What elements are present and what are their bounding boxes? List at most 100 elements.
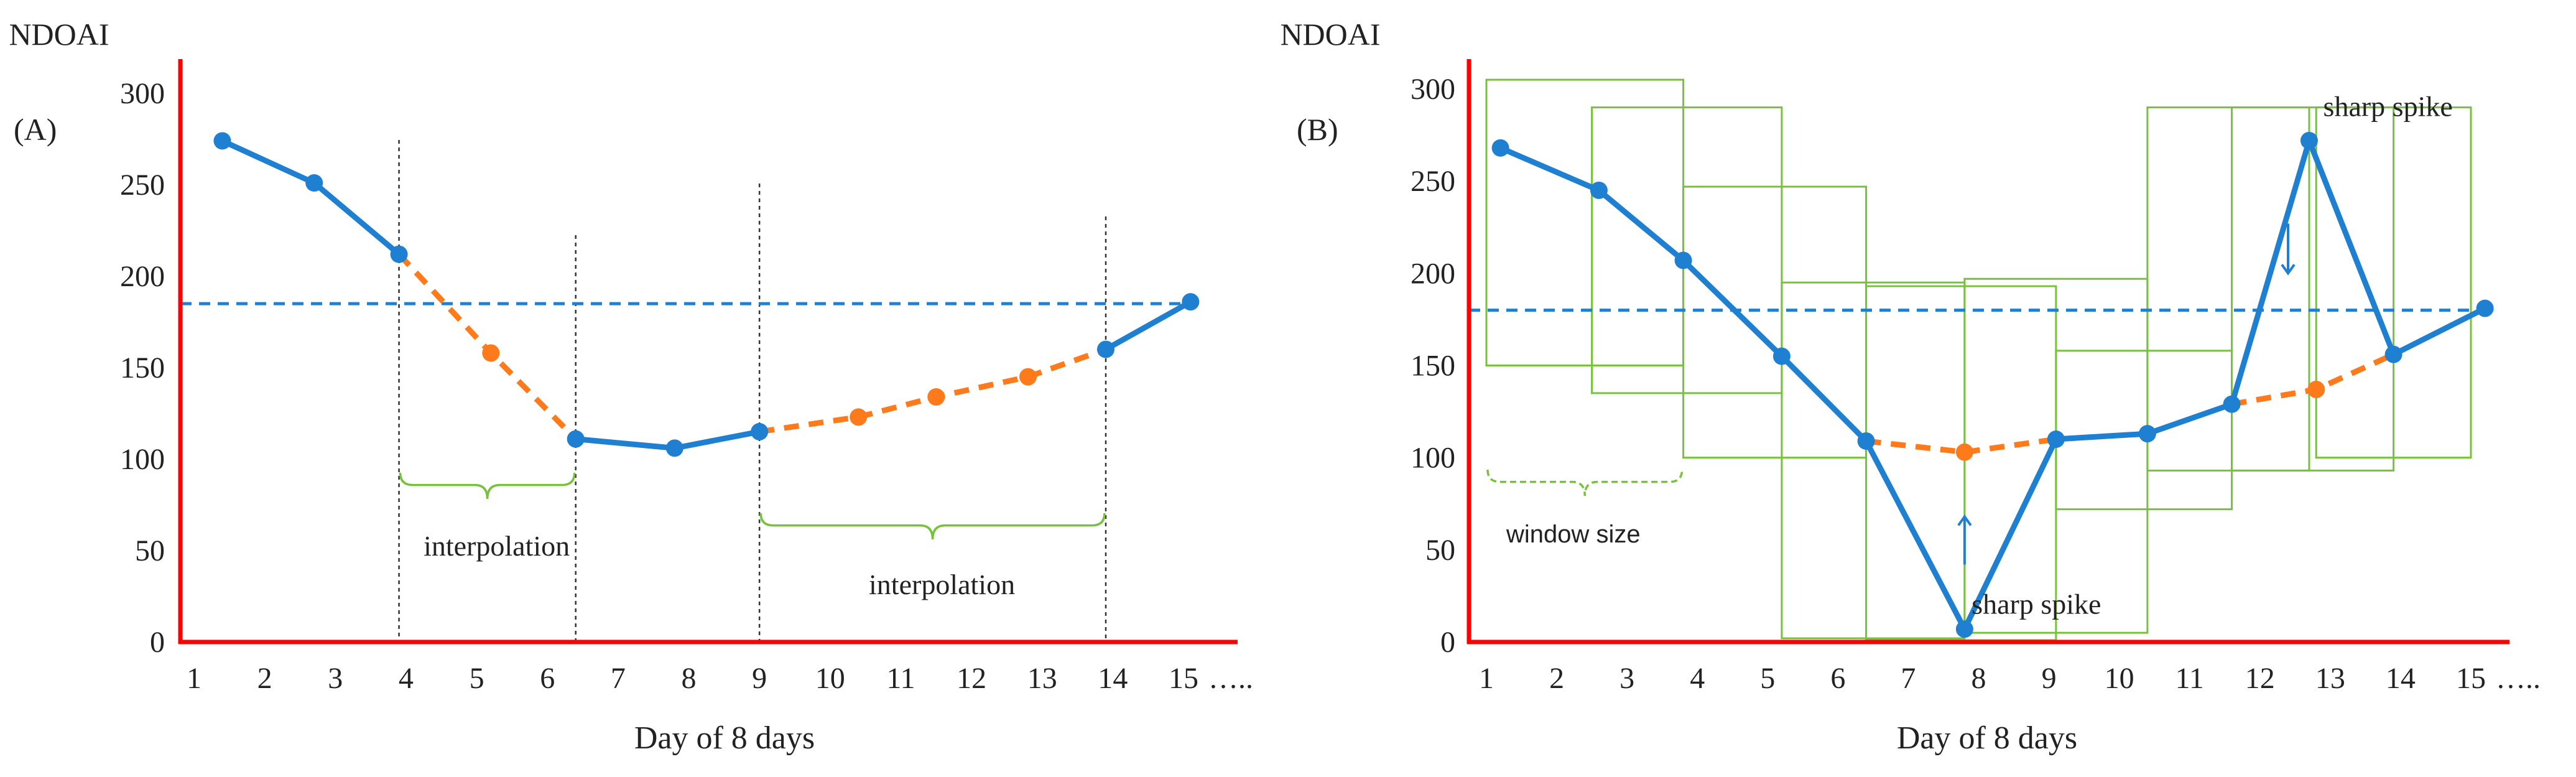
moving-window-rect — [2231, 106, 2395, 472]
sharp-spike-label: sharp spike — [1971, 589, 2101, 620]
x-tick-label: 4 — [399, 662, 414, 695]
observed-point — [2384, 345, 2402, 363]
x-tick-label: 11 — [886, 662, 915, 695]
interpolated-point — [850, 408, 868, 426]
y-axis-title: NDOAI — [9, 17, 109, 52]
x-tick-label: 6 — [1830, 662, 1845, 695]
x-tick-label: 7 — [1901, 662, 1916, 695]
y-tick-label: 0 — [1440, 626, 1455, 659]
x-tick-label: 10 — [815, 662, 845, 695]
corrected-line — [1866, 436, 2057, 455]
x-tick-ellipsis: ….. — [2496, 662, 2541, 695]
observed-point — [2047, 430, 2065, 449]
moving-window-group — [1485, 78, 2472, 641]
x-tick-label: 6 — [540, 662, 555, 695]
observed-point — [1674, 251, 1692, 269]
interpolated-point — [927, 388, 945, 406]
y-tick-label: 0 — [150, 626, 165, 659]
moving-window-rect — [2146, 106, 2310, 472]
y-tick-label: 250 — [120, 169, 165, 202]
x-tick-label: 3 — [1619, 662, 1634, 695]
observed-point — [305, 174, 323, 192]
x-tick-label: 5 — [470, 662, 484, 695]
y-tick-label: 150 — [1411, 350, 1455, 383]
observed-point — [2476, 299, 2494, 317]
interpolation-label: interpolation — [424, 530, 570, 562]
moving-window-rect — [2315, 106, 2472, 459]
x-tick-label: 2 — [1549, 662, 1564, 695]
x-tick-label: 15 — [1169, 662, 1198, 695]
y-tick-label: 100 — [1411, 442, 1455, 475]
corrected-point — [1955, 443, 1973, 461]
panel-label: (B) — [1297, 112, 1338, 147]
interpolation-bracket — [759, 513, 1106, 540]
x-tick-label: 12 — [2245, 662, 2275, 695]
observed-line — [219, 137, 402, 258]
y-tick-label: 200 — [120, 260, 165, 293]
x-tick-label: 3 — [328, 662, 343, 695]
x-tick-label: 12 — [957, 662, 986, 695]
y-tick-label: 200 — [1411, 257, 1455, 290]
moving-window-rect — [1865, 285, 2057, 641]
interpolation-label: interpolation — [869, 569, 1015, 600]
x-tick-label: 13 — [1027, 662, 1057, 695]
x-tick-label: 4 — [1690, 662, 1705, 695]
x-tick-label: 1 — [1479, 662, 1494, 695]
interpolated-point — [482, 344, 500, 362]
moving-window-rect — [1591, 106, 1783, 394]
observed-point — [2300, 131, 2318, 149]
y-tick-label: 50 — [1425, 534, 1455, 567]
observed-line — [1498, 137, 2488, 632]
observed-point — [1772, 347, 1791, 365]
observed-point — [2138, 425, 2156, 443]
observed-point — [390, 245, 408, 263]
x-tick-label: 1 — [187, 662, 202, 695]
interpolation-bracket — [399, 472, 576, 500]
x-tick-label: 8 — [1971, 662, 1986, 695]
observed-point — [751, 422, 769, 440]
x-tick-label: 8 — [682, 662, 697, 695]
x-tick-label: 9 — [752, 662, 767, 695]
x-tick-label: 14 — [1098, 662, 1128, 695]
spike-arrow-head — [1957, 514, 1972, 526]
x-tick-label: 15 — [2456, 662, 2486, 695]
window-size-label: window size — [1506, 521, 1641, 548]
moving-window-rect — [1485, 78, 1685, 367]
x-tick-label: 7 — [611, 662, 626, 695]
x-tick-label: 2 — [257, 662, 272, 695]
window-size-bracket — [1486, 469, 1684, 496]
corrected-point — [2307, 381, 2325, 399]
x-axis-title: Day of 8 days — [634, 720, 815, 756]
x-tick-label: 11 — [2175, 662, 2204, 695]
x-tick-label: 5 — [1760, 662, 1775, 695]
x-axis-title: Day of 8 days — [1897, 720, 2077, 756]
x-tick-label: 14 — [2386, 662, 2416, 695]
observed-point — [665, 439, 683, 457]
interpolated-point — [1019, 368, 1037, 386]
y-axis-title: NDOAI — [1280, 17, 1380, 52]
observed-point — [2223, 395, 2241, 413]
panel-label: (A) — [14, 112, 57, 147]
y-tick-label: 150 — [120, 351, 165, 384]
observed-point — [567, 430, 585, 448]
observed-point — [213, 132, 231, 150]
panel-b-chart: window size sharp spike sharp spike 0 50 100 1… — [1280, 17, 2541, 756]
y-tick-label: 50 — [135, 534, 165, 567]
x-tick-ellipsis: ….. — [1208, 662, 1253, 695]
x-tick-label: 10 — [2105, 662, 2134, 695]
observed-point — [1955, 620, 1973, 638]
sharp-spike-label: sharp spike — [2323, 91, 2453, 123]
observed-point — [1491, 139, 1509, 157]
observed-point — [1182, 293, 1200, 311]
y-tick-label: 100 — [120, 443, 165, 476]
observed-point — [1590, 181, 1608, 199]
x-tick-label: 13 — [2315, 662, 2345, 695]
observed-line — [1103, 299, 1193, 353]
panel-a-chart: interpolationinterpolation05010015020025… — [9, 17, 1253, 756]
observed-point — [1096, 340, 1114, 358]
x-tick-label: 9 — [2042, 662, 2057, 695]
observed-point — [1857, 432, 1875, 450]
y-tick-label: 250 — [1411, 165, 1455, 198]
